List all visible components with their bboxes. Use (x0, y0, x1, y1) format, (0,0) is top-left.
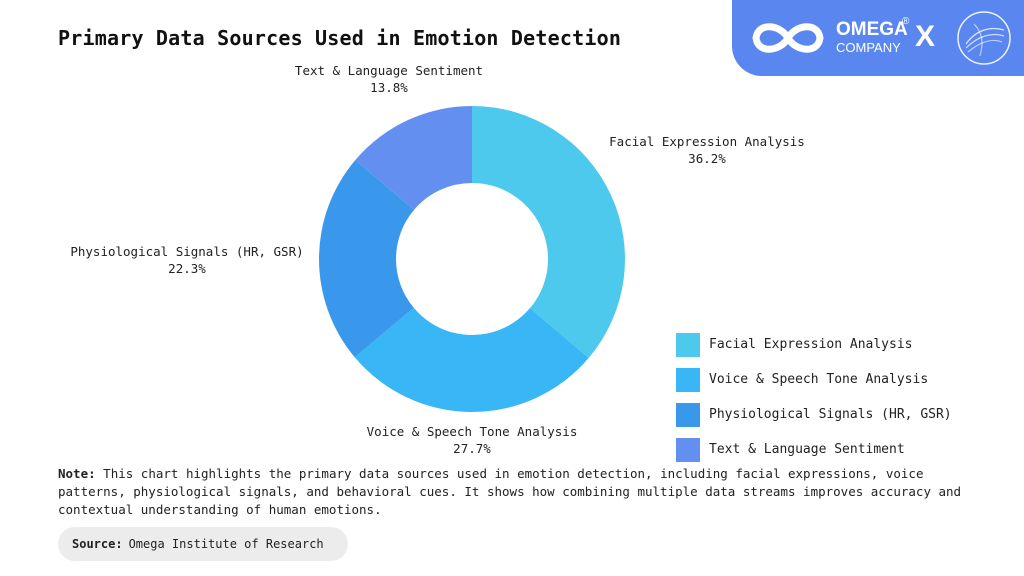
donut-slice-physio (319, 160, 415, 358)
legend-swatch (676, 332, 700, 357)
slice-label-physio: Physiological Signals (HR, GSR) (70, 244, 303, 259)
slice-value-voice: 27.7% (453, 441, 491, 456)
source-pill: Source: Omega Institute of Research (58, 527, 348, 561)
donut-slice-facial (472, 106, 625, 358)
slice-value-physio: 22.3% (168, 261, 206, 276)
donut-slice-text (355, 106, 472, 210)
legend-label: Physiological Signals (HR, GSR) (709, 407, 952, 422)
slice-value-text: 13.8% (370, 80, 408, 95)
brand-banner: OMEGA COMPANY ® X (732, 0, 1024, 76)
donut-slice-voice (354, 307, 589, 412)
chart-legend: Facial Expression Analysis Voice & Speech… (676, 327, 952, 467)
brand-sub: COMPANY (836, 40, 901, 55)
brand-wordmark: OMEGA COMPANY (836, 20, 908, 54)
legend-item-text: Text & Language Sentiment (676, 432, 952, 467)
source-text: Omega Institute of Research (128, 537, 324, 551)
legend-item-physio: Physiological Signals (HR, GSR) (676, 397, 952, 432)
slice-label-facial: Facial Expression Analysis (609, 134, 805, 149)
brand-x: X (915, 20, 936, 53)
source-label: Source: (72, 537, 123, 551)
infinity-logo-icon (752, 23, 824, 53)
legend-swatch (676, 402, 700, 427)
globe-icon (957, 11, 1011, 65)
registered-mark: ® (902, 16, 910, 27)
legend-swatch (676, 437, 700, 462)
legend-label: Text & Language Sentiment (709, 442, 905, 457)
legend-swatch (676, 367, 700, 392)
slice-value-facial: 36.2% (688, 151, 726, 166)
slice-label-voice: Voice & Speech Tone Analysis (367, 424, 578, 439)
note-label: Note: (58, 466, 96, 481)
legend-item-facial: Facial Expression Analysis (676, 327, 952, 362)
chart-note: Note: This chart highlights the primary … (58, 465, 968, 519)
chart-title: Primary Data Sources Used in Emotion Det… (58, 26, 622, 50)
brand-name: OMEGA (836, 19, 908, 40)
legend-item-voice: Voice & Speech Tone Analysis (676, 362, 952, 397)
legend-label: Facial Expression Analysis (709, 337, 913, 352)
legend-label: Voice & Speech Tone Analysis (709, 372, 929, 387)
note-text: This chart highlights the primary data s… (58, 466, 962, 517)
slice-label-text: Text & Language Sentiment (295, 63, 483, 78)
